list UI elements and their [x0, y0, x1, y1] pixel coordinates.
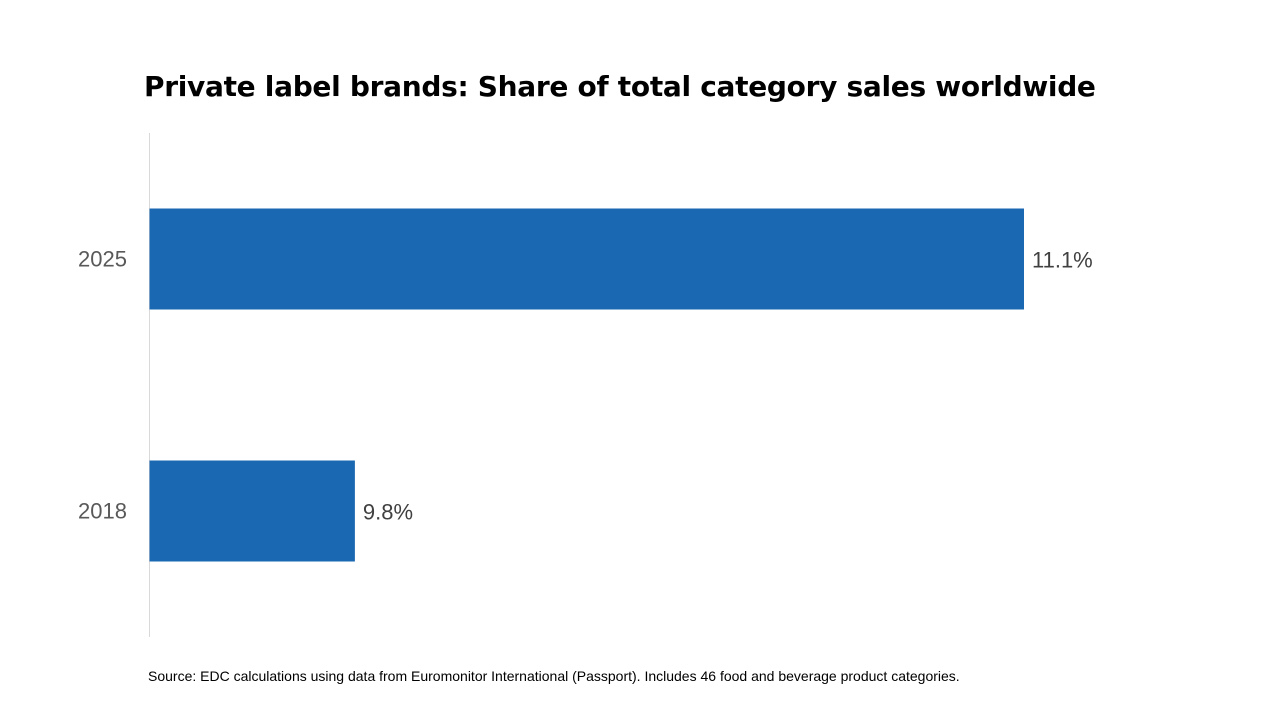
bar-2025 — [149, 208, 1024, 310]
chart-title: Private label brands: Share of total cat… — [144, 70, 1096, 103]
category-label-2025: 2025 — [78, 247, 127, 272]
bars-layer: 2025 11.1% 2018 9.8% — [78, 208, 1093, 562]
source-note: Source: EDC calculations using data from… — [148, 668, 960, 684]
bar-2018 — [149, 460, 355, 562]
value-label-2018: 9.8% — [363, 500, 413, 525]
category-label-2018: 2018 — [78, 499, 127, 524]
value-label-2025: 11.1% — [1032, 248, 1093, 273]
